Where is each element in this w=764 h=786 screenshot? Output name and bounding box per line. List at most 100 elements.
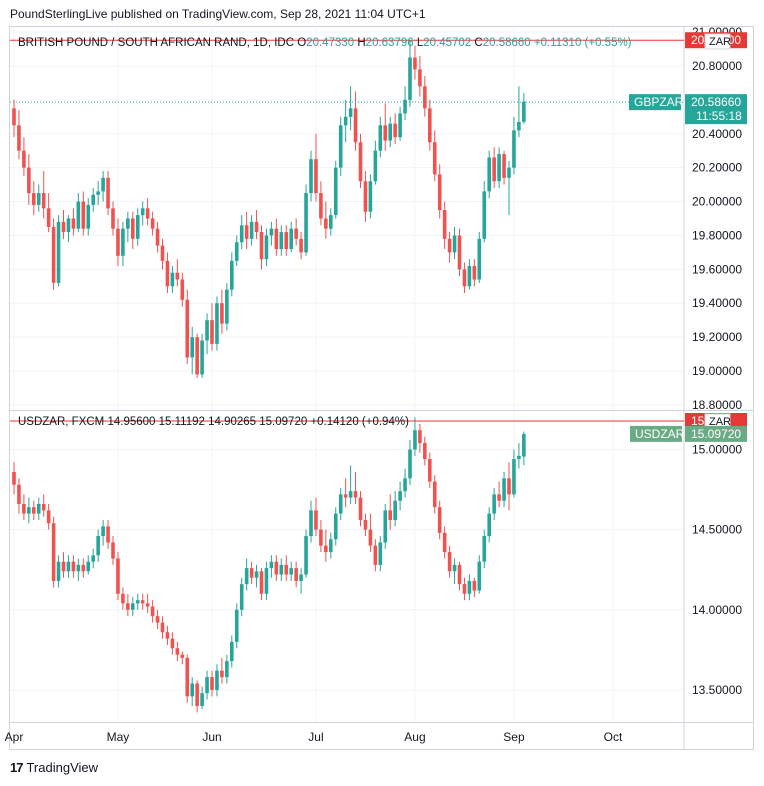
candle-body: [185, 657, 190, 697]
candle-body: [467, 265, 472, 287]
y-tick-label: 14.00000: [692, 603, 742, 617]
candle-body: [140, 208, 145, 216]
candle-body: [373, 150, 378, 182]
candle-body: [22, 150, 26, 168]
candle-body: [299, 238, 303, 253]
candle-body: [86, 561, 91, 572]
candle-body: [289, 568, 293, 575]
candle-body: [81, 201, 86, 229]
ohlc-high: 20.63796: [366, 37, 417, 49]
candle-body: [274, 228, 279, 250]
candle-body: [279, 564, 284, 575]
overlays: 20.95200GBPZAR20.5866011:55:18ZARBRITISH…: [10, 32, 747, 442]
candle-body: [477, 238, 482, 280]
candle-body: [56, 561, 61, 581]
x-tick-label: Apr: [5, 730, 24, 744]
candle-body: [343, 494, 348, 498]
candle-body: [96, 536, 100, 556]
candle-body: [76, 201, 81, 229]
candle-body: [358, 497, 363, 521]
y-tick-label: 19.00000: [692, 364, 742, 378]
candle-body: [492, 494, 496, 514]
candle-body: [502, 154, 506, 178]
candle-body: [66, 561, 71, 572]
footer: 17 TradingView: [10, 760, 98, 775]
candle-body: [284, 232, 289, 250]
x-tick-label: Oct: [604, 730, 623, 744]
ohlc-low: 20.45702: [423, 37, 474, 49]
candle-body: [259, 571, 264, 594]
chart-frame: [9, 26, 754, 750]
candle-body: [378, 125, 383, 151]
candle-body: [230, 641, 234, 662]
candle-body: [477, 561, 482, 591]
publish-info: PoundSterlingLive published on TradingVi…: [10, 7, 426, 21]
candle-body: [447, 552, 452, 572]
candle-body: [81, 564, 86, 572]
candle-body: [46, 510, 51, 524]
usd-ohlc-close: 15.09720: [259, 416, 310, 428]
candle-body: [403, 99, 407, 114]
candle-body: [96, 191, 100, 195]
candle-body: [180, 279, 185, 300]
candle-body: [487, 157, 491, 192]
candle-body: [220, 303, 224, 324]
candle-body: [279, 232, 284, 250]
currency-box: [704, 33, 731, 50]
candle-body: [61, 561, 66, 572]
candle-body: [264, 235, 269, 260]
candle-body: [338, 125, 343, 168]
candle-body: [274, 561, 279, 575]
currency-label: ZAR: [709, 36, 731, 48]
candle-body: [17, 125, 21, 151]
ohlc-c-label: C: [474, 37, 482, 49]
candle-body: [91, 194, 95, 205]
candle-body: [165, 260, 170, 287]
x-tick-label: May: [107, 730, 130, 744]
candle-body: [71, 561, 76, 572]
candle-body: [432, 142, 437, 175]
candle-body: [512, 459, 516, 495]
candle-body: [457, 564, 462, 585]
candle-body: [190, 337, 194, 358]
candle-body: [160, 245, 165, 261]
candle-body: [472, 265, 477, 280]
usd-last-price-label: 15.09720: [691, 427, 741, 441]
candle-body: [101, 526, 105, 537]
candle-body: [225, 661, 229, 678]
candle-body: [418, 69, 422, 87]
candle-body: [111, 208, 115, 229]
candle-body: [86, 204, 91, 229]
candle-body: [121, 228, 125, 256]
candle-body: [46, 208, 51, 227]
symbol-badge-label: GBPZAR: [634, 95, 684, 109]
candle-body: [249, 568, 254, 578]
candle-body: [284, 564, 289, 575]
candle-body: [507, 478, 511, 495]
brand-name[interactable]: TradingView: [26, 760, 99, 775]
y-tick-label: 18.80000: [692, 398, 742, 412]
candle-body: [398, 113, 402, 138]
candle-body: [522, 433, 526, 457]
tradingview-logo-icon[interactable]: 17: [10, 760, 24, 775]
ohlc-open: 20.47330: [306, 37, 357, 49]
candle-body: [408, 57, 412, 100]
candle-body: [160, 622, 165, 633]
candle-body: [244, 225, 249, 239]
ohlc-l-label: L: [417, 37, 424, 49]
candle-body: [487, 513, 491, 537]
x-tick-label: Aug: [404, 730, 425, 744]
candle-body: [304, 536, 308, 575]
candle-body: [220, 670, 224, 678]
candle-body: [56, 221, 61, 283]
candle-body: [413, 430, 417, 450]
candle-body: [363, 520, 368, 530]
usdzar-pane: [12, 417, 526, 713]
candle-body: [36, 193, 41, 205]
candle-body: [200, 693, 204, 706]
candle-body: [36, 503, 41, 514]
candle-body: [452, 235, 457, 253]
candle-body: [368, 529, 373, 546]
ohlc-close: 20.58660: [483, 37, 534, 49]
